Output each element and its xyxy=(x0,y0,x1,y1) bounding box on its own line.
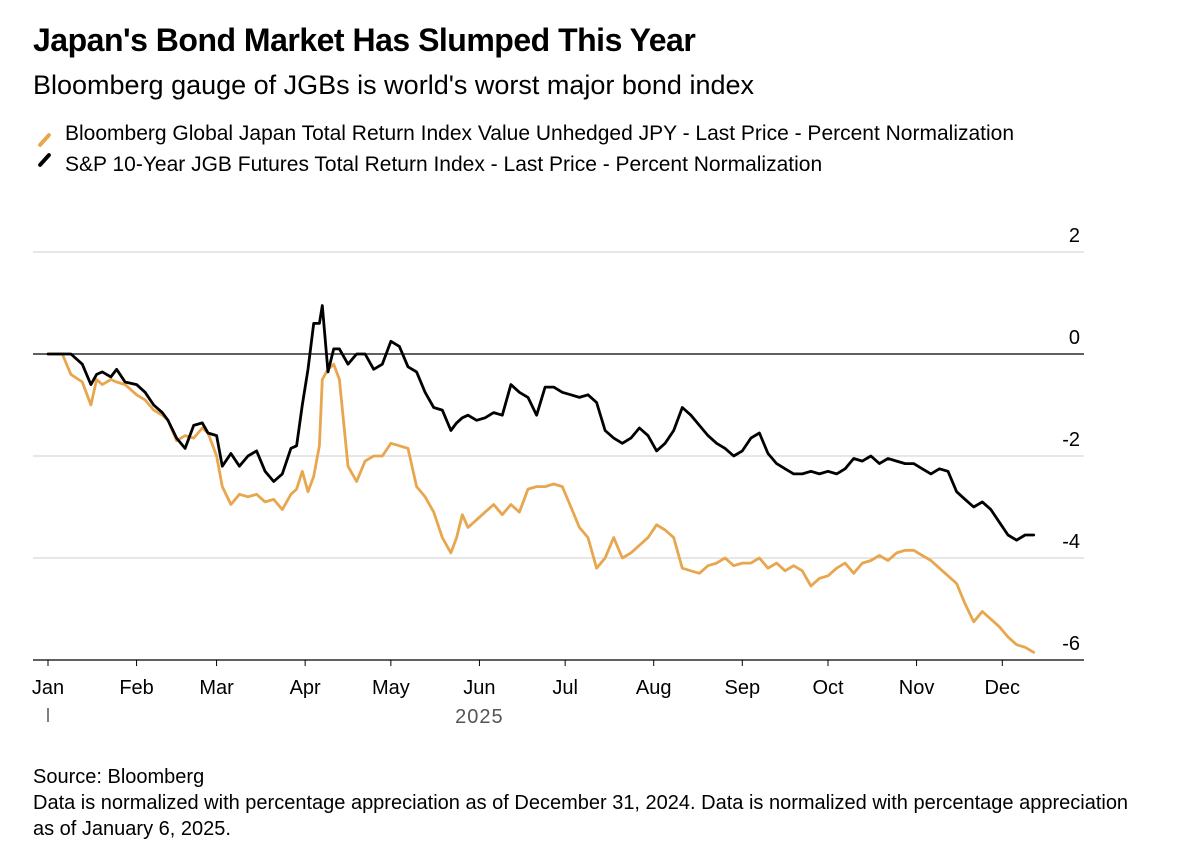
series-line-futures-index xyxy=(46,304,1036,542)
y-tick-label: -6 xyxy=(1062,633,1080,655)
y-tick-labels: 2 0 -2 -4 -6 xyxy=(1062,225,1080,655)
legend: Bloomberg Global Japan Total Return Inde… xyxy=(33,120,1133,182)
chart-title: Japan's Bond Market Has Slumped This Yea… xyxy=(33,22,696,58)
gridlines xyxy=(33,251,1084,661)
series-lines xyxy=(46,304,1036,654)
legend-item-futures-index: S&P 10-Year JGB Futures Total Return Ind… xyxy=(33,151,1133,178)
y-tick-label: -2 xyxy=(1062,429,1080,451)
series-line-jgb-index xyxy=(46,352,1036,654)
normalization-note: Data is normalized with percentage appre… xyxy=(33,792,1129,840)
x-tick-label: Nov xyxy=(899,677,935,699)
legend-label-futures-index: S&P 10-Year JGB Futures Total Return Ind… xyxy=(65,153,823,176)
x-tick-label: Sep xyxy=(724,677,760,699)
x-tick-label: Jan xyxy=(32,677,64,699)
x-tick-label: May xyxy=(372,677,410,699)
x-tick-labels: Jan Feb Mar Apr May Jun Jul Aug Sep Oct Nov Dec 2025 xyxy=(32,660,1020,728)
source-note: Source: Bloomberg xyxy=(33,766,205,788)
legend-label-jgb-index: Bloomberg Global Japan Total Return Inde… xyxy=(65,122,1015,145)
footer: Source: Bloomberg Data is normalized wit… xyxy=(33,764,1133,842)
x-tick-label: Feb xyxy=(119,677,153,699)
y-tick-label: -4 xyxy=(1062,531,1080,553)
x-tick-label: Jul xyxy=(552,677,578,699)
chart-subtitle: Bloomberg gauge of JGBs is world's worst… xyxy=(33,70,754,100)
x-tick-label: Dec xyxy=(984,677,1020,699)
x-tick-label: Apr xyxy=(290,677,321,699)
x-tick-label: Oct xyxy=(812,677,844,699)
legend-item-jgb-index: Bloomberg Global Japan Total Return Inde… xyxy=(33,120,1133,148)
x-tick-label: Aug xyxy=(636,677,672,699)
year-label: 2025 xyxy=(455,706,504,728)
y-tick-label: 0 xyxy=(1069,327,1080,349)
y-tick-label: 2 xyxy=(1069,225,1080,247)
x-tick-label: Mar xyxy=(199,677,234,699)
x-tick-label: Jun xyxy=(463,677,495,699)
